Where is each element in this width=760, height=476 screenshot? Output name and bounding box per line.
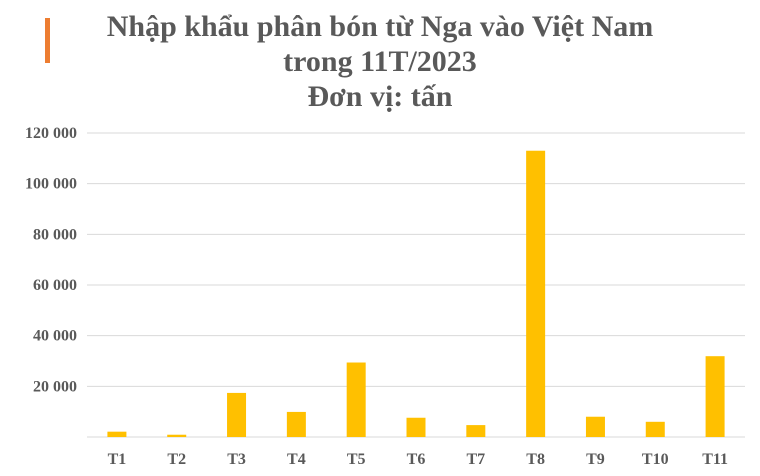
x-tick-label: T10 <box>642 451 669 468</box>
x-tick-label: T3 <box>227 451 246 468</box>
chart-title: Nhập khẩu phân bón từ Nga vào Việt Nam <box>106 10 654 43</box>
y-tick-label: 40 000 <box>33 328 77 345</box>
bar-T9 <box>585 416 605 437</box>
bar-T1 <box>107 431 127 437</box>
bar-T2 <box>167 434 187 437</box>
y-tick-label: 80 000 <box>33 226 77 243</box>
bar-T4 <box>286 411 306 437</box>
bar-T6 <box>406 417 426 437</box>
y-tick-label: 60 000 <box>33 277 77 294</box>
chart-subtitle: Đơn vị: tấn <box>307 80 453 113</box>
bar-T5 <box>346 362 366 437</box>
y-tick-label: 120 000 <box>25 125 77 142</box>
x-tick-label: T5 <box>347 451 366 468</box>
x-tick-label: T9 <box>586 451 605 468</box>
bar-T8 <box>526 150 546 437</box>
x-tick-label: T7 <box>466 451 485 468</box>
accent-bar <box>45 18 50 63</box>
chart-title-line2: trong 11T/2023 <box>283 45 477 78</box>
x-tick-label: T8 <box>526 451 545 468</box>
x-tick-label: T1 <box>108 451 127 468</box>
x-tick-label: T2 <box>167 451 186 468</box>
y-tick-label: 100 000 <box>25 176 77 193</box>
bar-T10 <box>645 421 665 437</box>
y-tick-label: 20 000 <box>33 378 77 395</box>
bar-T7 <box>466 425 486 437</box>
bar-T3 <box>227 392 247 437</box>
x-tick-label: T6 <box>407 451 426 468</box>
x-tick-label: T11 <box>702 451 728 468</box>
bar-T11 <box>705 356 725 437</box>
x-tick-label: T4 <box>287 451 306 468</box>
